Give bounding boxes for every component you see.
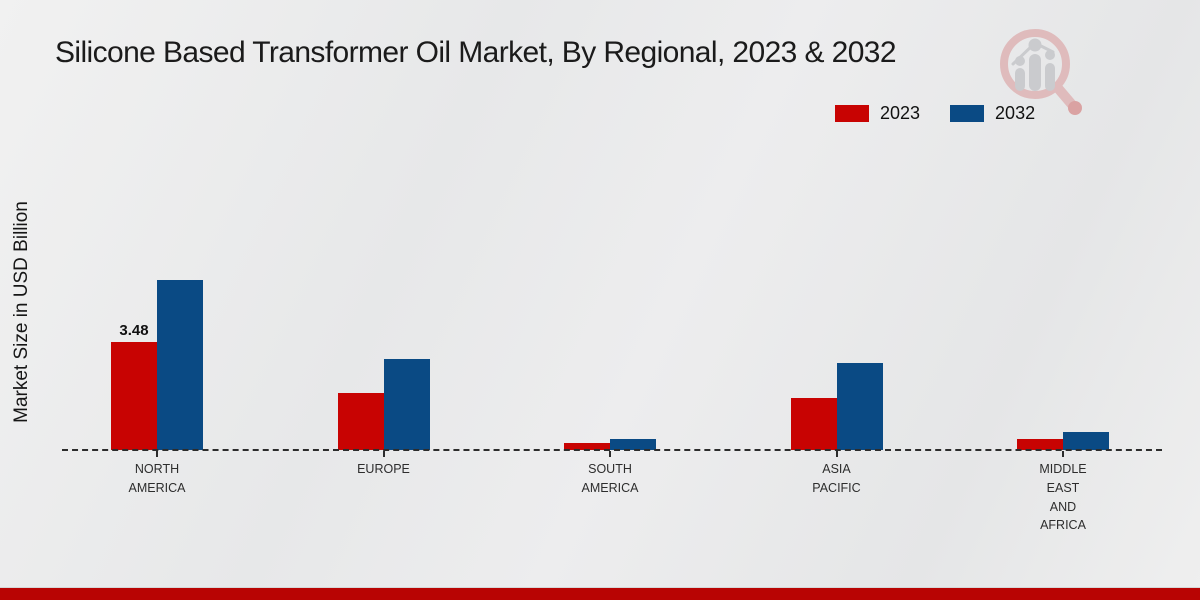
bar-2032-asia-pacific: [836, 363, 883, 450]
legend-item-2032[interactable]: 2032: [950, 103, 1035, 124]
company-logo-watermark: [995, 22, 1110, 122]
bar-2032-south-america: [610, 438, 656, 450]
legend: 2023 2032: [835, 103, 1035, 124]
x-axis-tick-europe: [382, 451, 385, 457]
legend-swatch-2032: [950, 105, 985, 122]
category-label-south-america: SOUTH AMERICA: [581, 462, 639, 495]
category-label-north-america: NORTH AMERICA: [128, 462, 186, 495]
bar-2032-europe: [383, 358, 430, 450]
bar-2023-south-america: [564, 442, 610, 450]
bar-2032-north-america: [157, 279, 203, 450]
y-axis-title: Market Size in USD Billion: [11, 201, 32, 423]
bar-2023-europe: [337, 392, 384, 450]
x-axis-tick-middle-east-and-africa: [1062, 451, 1064, 457]
bar-people-icon: [1011, 38, 1055, 91]
category-label-middle-east-and-africa: MIDDLE EAST AND AFRICA: [1039, 462, 1087, 533]
chart-title: Silicone Based Transformer Oil Market, B…: [55, 36, 897, 69]
bar-2023-asia-pacific: [790, 397, 837, 450]
magnifier-icon: [1000, 29, 1082, 115]
x-axis-tick-south-america: [609, 451, 611, 457]
x-axis-tick-asia-pacific: [835, 451, 838, 457]
bar-2032-middle-east-and-africa: [1063, 432, 1109, 450]
legend-label-2023: 2023: [880, 103, 921, 123]
x-axis-baseline: [62, 449, 1162, 451]
legend-label-2032: 2032: [995, 103, 1036, 123]
bar-2023-north-america: [111, 342, 157, 450]
x-axis-tick-north-america: [156, 451, 158, 457]
bar-2023-middle-east-and-africa: [1017, 438, 1063, 450]
legend-swatch-2023: [835, 105, 869, 122]
bar-value-label-north-america: 3.48: [119, 322, 149, 340]
category-label-asia-pacific: ASIA PACIFIC: [812, 462, 861, 495]
legend-item-2023[interactable]: 2023: [835, 103, 920, 124]
plot-area: 3.48: [60, 150, 1165, 450]
category-label-europe: EUROPE: [357, 462, 410, 476]
footer-strip: [0, 587, 1200, 600]
